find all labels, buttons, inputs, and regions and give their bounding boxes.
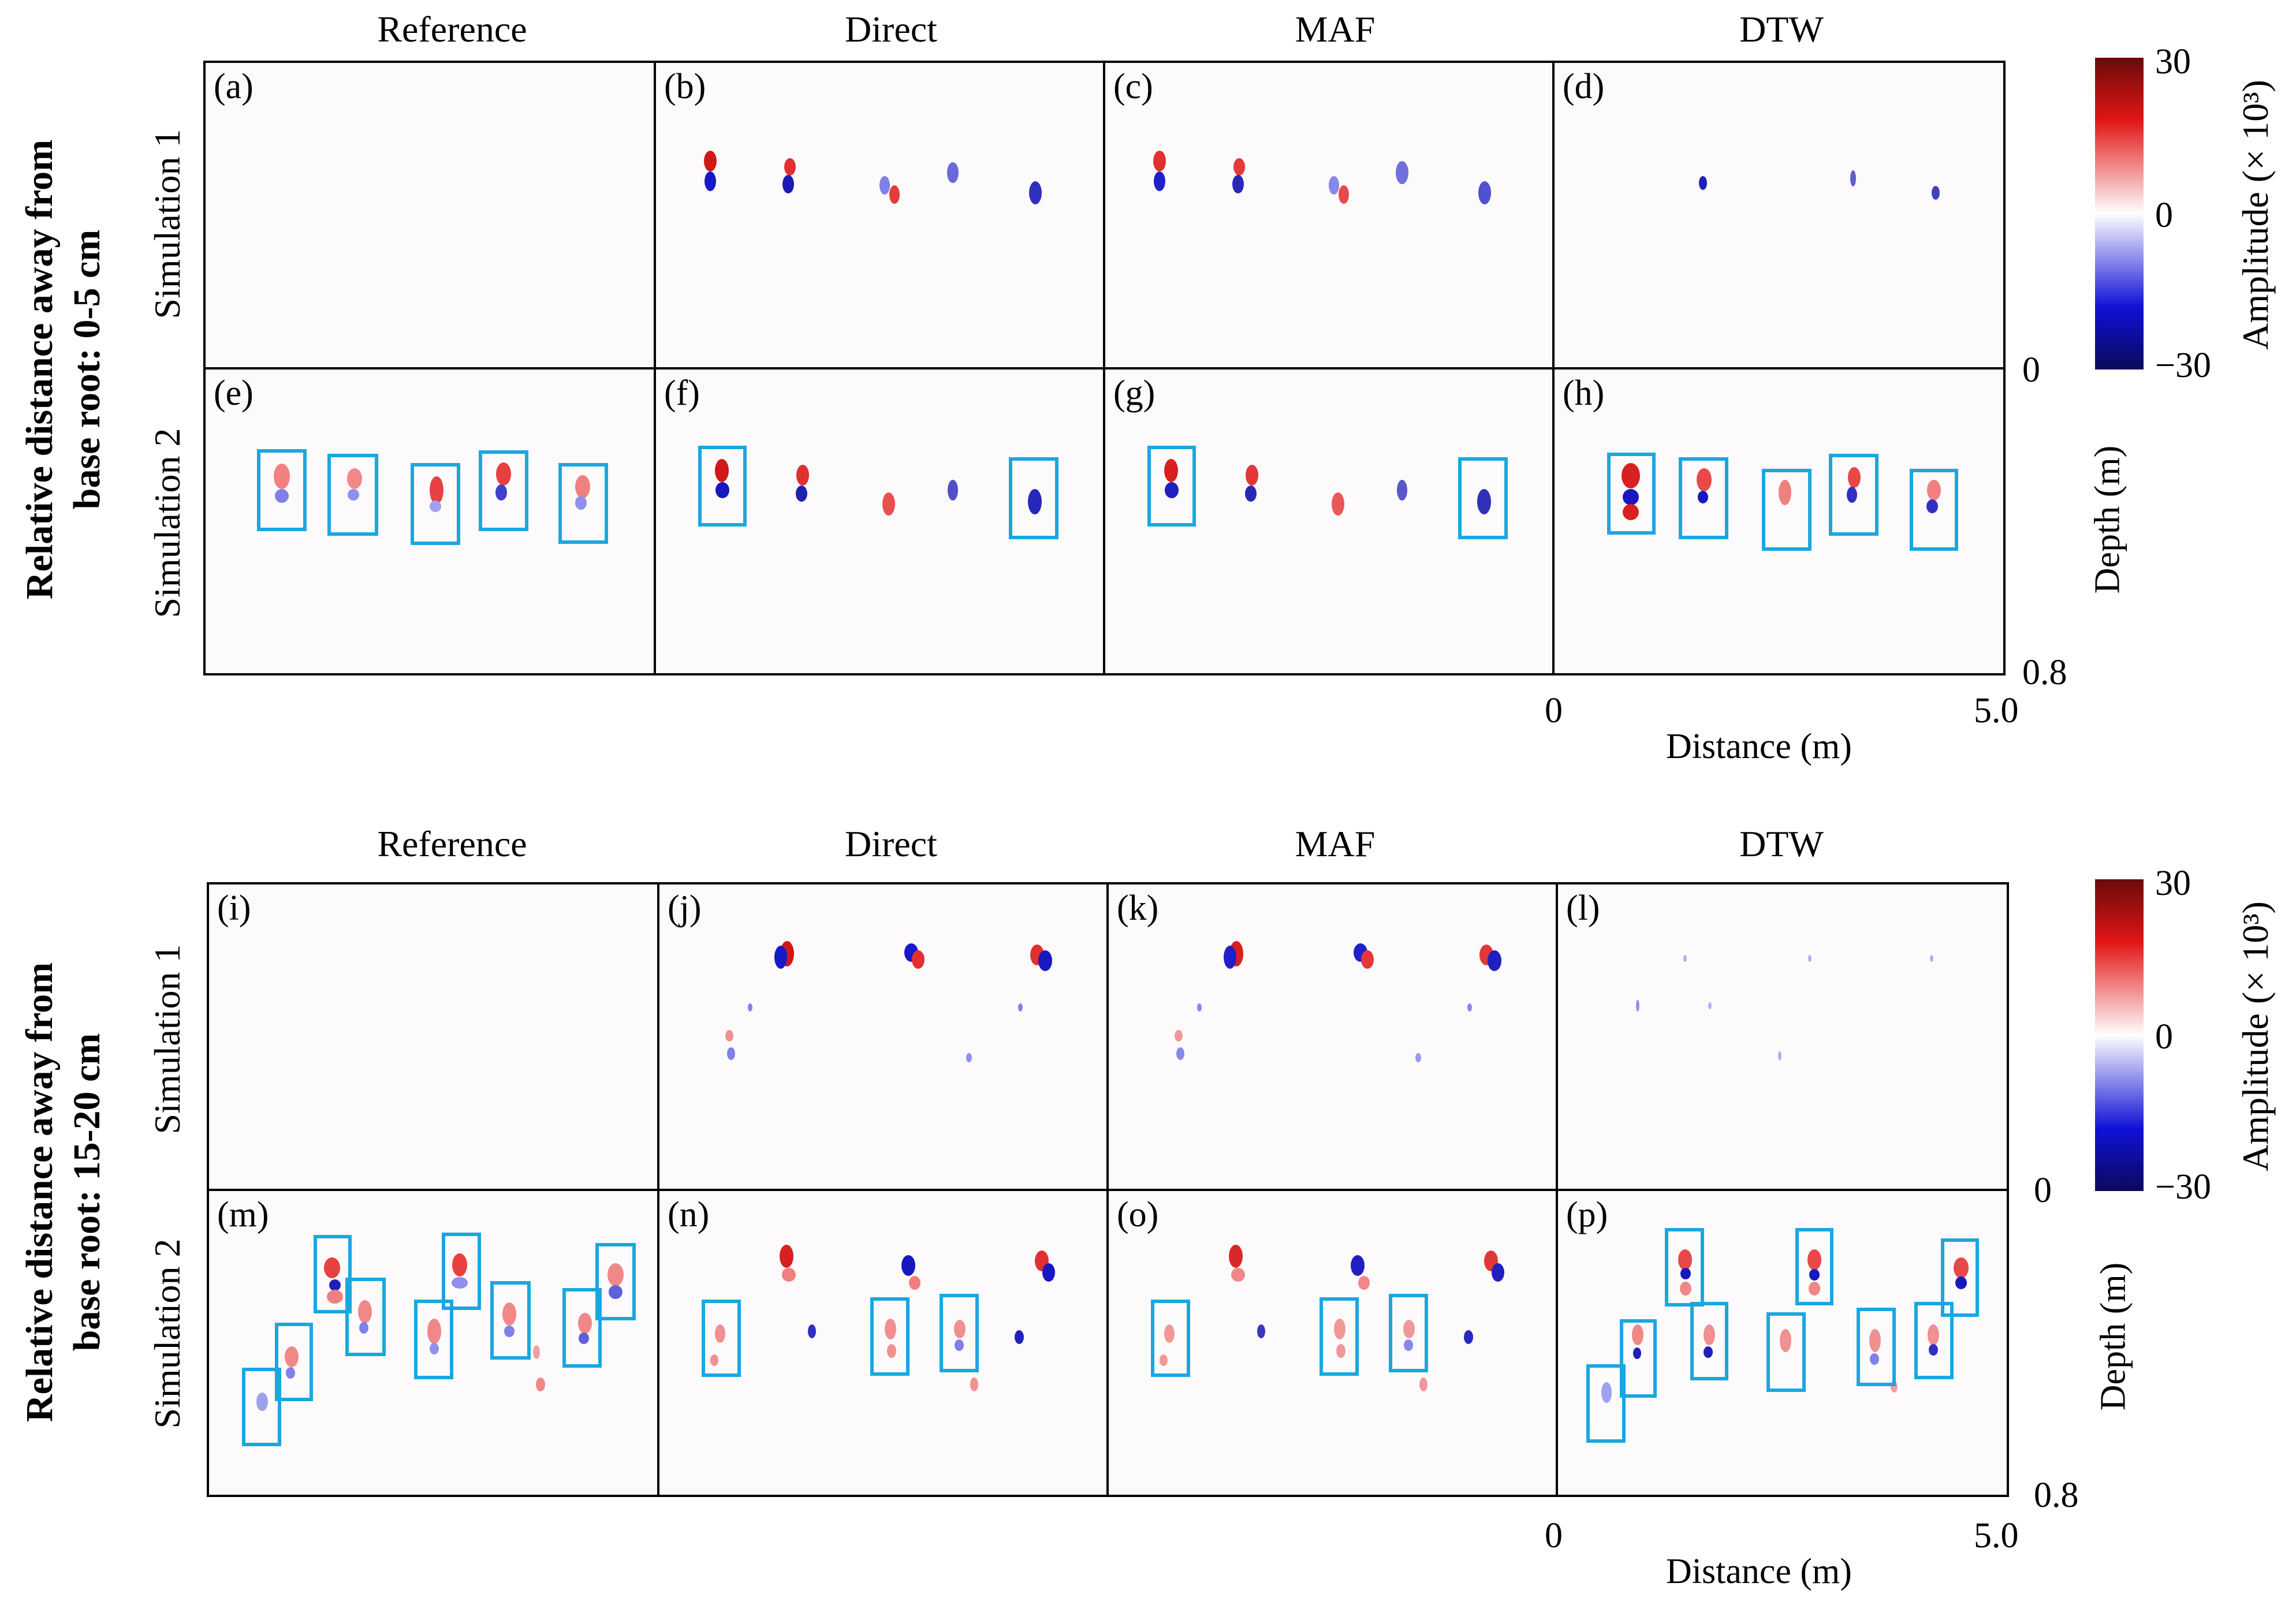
panel-e: (e) [206, 369, 654, 673]
panel-label: (m) [217, 1195, 269, 1234]
y-axis-max-label: 0.8 [2022, 653, 2067, 692]
panel-o: (o) [1109, 1191, 1556, 1495]
panel-f: (f) [656, 369, 1103, 673]
anomaly-marks [242, 941, 1979, 1446]
panel-label: (g) [1113, 374, 1156, 413]
y-axis-label: Depth (m) [2088, 445, 2127, 594]
column-title-maf: MAF [1295, 9, 1376, 50]
panel-l: (l) [1558, 884, 2007, 1189]
colorbar [2095, 879, 2144, 1191]
group-title: Relative distance away from base root: 1… [16, 962, 111, 1422]
y-axis-max-label: 0.8 [2034, 1476, 2079, 1515]
colorbar-min-label: −30 [2155, 1167, 2211, 1207]
x-axis-max-label: 5.0 [1974, 1516, 2019, 1555]
column-title-dtw: DTW [1739, 823, 1824, 864]
panel-label: (b) [664, 67, 706, 106]
column-title-direct: Direct [845, 823, 937, 864]
panel-label: (j) [668, 889, 702, 928]
row-title-simulation-1: Simulation 1 [147, 129, 188, 319]
x-axis-max-label: 5.0 [1974, 691, 2019, 730]
row-title-simulation-2: Simulation 2 [147, 1238, 188, 1429]
panel-label: (n) [668, 1195, 710, 1234]
panel-label: (e) [214, 374, 254, 413]
colorbar-label: Amplitude (× 10³) [2235, 80, 2276, 350]
panel-label: (c) [1113, 67, 1153, 106]
x-axis-label: Distance (m) [1666, 727, 1852, 766]
panel-k: (k) [1109, 884, 1556, 1189]
panel-grid: (a) (b) (c) (d) (e) (f) (g) (h) [203, 61, 2006, 675]
panel-grid: (i) (j) (k) (l) (m) (n) (o) (p) [207, 882, 2009, 1497]
panel-label: (a) [214, 67, 254, 106]
panel-j: (j) [659, 884, 1106, 1189]
x-axis-min-label: 0 [1545, 1516, 1563, 1555]
panel-a: (a) [206, 63, 654, 367]
figure-block-1: Reference Direct MAF DTW Relative distan… [0, 0, 2296, 797]
colorbar-label: Amplitude (× 10³) [2235, 901, 2276, 1171]
panel-b: (b) [656, 63, 1103, 367]
x-axis-label: Distance (m) [1666, 1552, 1852, 1591]
column-title-reference: Reference [377, 9, 527, 50]
x-axis-min-label: 0 [1545, 691, 1563, 730]
column-title-maf: MAF [1295, 823, 1376, 864]
column-title-dtw: DTW [1739, 9, 1824, 50]
panel-m: (m) [209, 1191, 657, 1495]
column-title-direct: Direct [845, 9, 937, 50]
column-title-reference: Reference [377, 823, 527, 864]
group-title: Relative distance away from base root: 0… [16, 140, 111, 599]
colorbar-mid-label: 0 [2155, 1017, 2173, 1057]
highlight-boxes [257, 446, 1958, 551]
panel-p: (p) [1558, 1191, 2007, 1495]
row-title-simulation-1: Simulation 1 [147, 944, 188, 1134]
colorbar-min-label: −30 [2155, 346, 2211, 385]
highlight-boxes [242, 1228, 1979, 1446]
panel-label: (d) [1563, 67, 1605, 106]
group-title-line2: base root: 0-5 cm [66, 229, 108, 510]
panel-label: (f) [664, 374, 700, 413]
group-title-line1: Relative distance away from [18, 962, 61, 1423]
panel-label: (o) [1117, 1195, 1159, 1234]
y-axis-min-label: 0 [2034, 1171, 2052, 1210]
row-divider [206, 367, 2003, 369]
panel-c: (c) [1105, 63, 1552, 367]
group-title-line2: base root: 15-20 cm [66, 1033, 108, 1352]
colorbar-mid-label: 0 [2155, 196, 2173, 235]
panel-label: (i) [217, 889, 251, 928]
panel-h: (h) [1555, 369, 2003, 673]
panel-i: (i) [209, 884, 657, 1189]
panel-n: (n) [659, 1191, 1106, 1495]
panel-label: (h) [1563, 374, 1605, 413]
colorbar [2095, 58, 2144, 369]
figure-block-2: Reference Direct MAF DTW Relative distan… [0, 823, 2296, 1620]
panel-label: (p) [1566, 1195, 1608, 1234]
y-axis-min-label: 0 [2022, 350, 2040, 390]
row-title-simulation-2: Simulation 2 [147, 428, 188, 618]
panel-g: (g) [1105, 369, 1552, 673]
y-axis-label: Depth (m) [2093, 1262, 2133, 1411]
panel-label: (l) [1566, 889, 1600, 928]
panel-label: (k) [1117, 889, 1159, 928]
colorbar-max-label: 30 [2155, 864, 2191, 903]
colorbar-max-label: 30 [2155, 42, 2191, 81]
group-title-line1: Relative distance away from [18, 139, 61, 600]
anomaly-marks [257, 151, 1958, 551]
panel-d: (d) [1555, 63, 2003, 367]
row-divider [209, 1189, 2007, 1191]
